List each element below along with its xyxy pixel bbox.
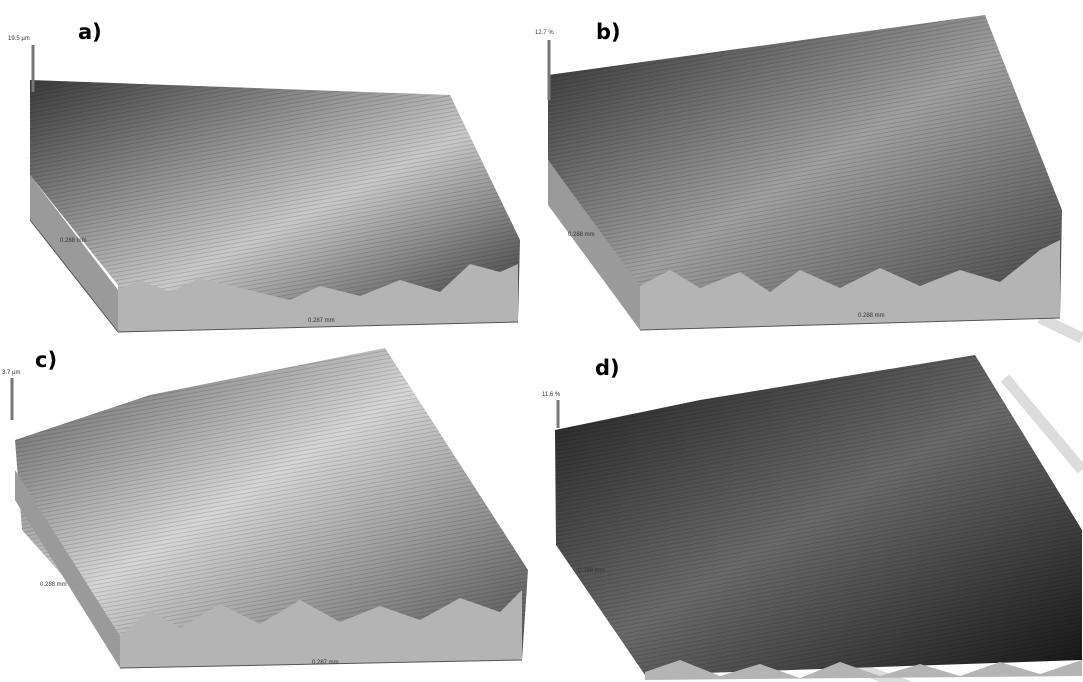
panel-c-y-axis-label: 0.288 mm (40, 582, 67, 588)
panel-label-b: b) (596, 20, 621, 44)
panel-c-x-axis-label: 0.287 mm (312, 660, 339, 666)
panel-b-y-axis-label: 0.288 mm (568, 232, 595, 238)
panel-b-surface (547, 15, 1062, 331)
panel-d-y-axis-label: 0.288 mm (578, 568, 605, 574)
panel-a-z-scale: 19.5 µm (8, 36, 30, 42)
panel-label-a: a) (78, 20, 102, 44)
panel-d-z-scale: 11.6 % (542, 392, 561, 398)
panel-c-z-scale: 3.7 µm (2, 370, 21, 376)
panel-b-z-scale: 12.7 % (535, 30, 554, 36)
panel-d-surface (555, 355, 1082, 680)
panel-a-surface (29, 45, 520, 333)
panel-a-x-axis-label: 0.287 mm (308, 318, 335, 324)
panel-b-x-axis-label: 0.288 mm (858, 313, 885, 319)
panel-label-d: d) (595, 356, 620, 380)
panel-c-surface (10, 348, 528, 669)
panel-a-y-axis-label: 0.288 mm (60, 238, 87, 244)
panel-d-x-axis-label: 0.287 mm (880, 660, 907, 666)
panel-label-c: c) (35, 348, 58, 372)
